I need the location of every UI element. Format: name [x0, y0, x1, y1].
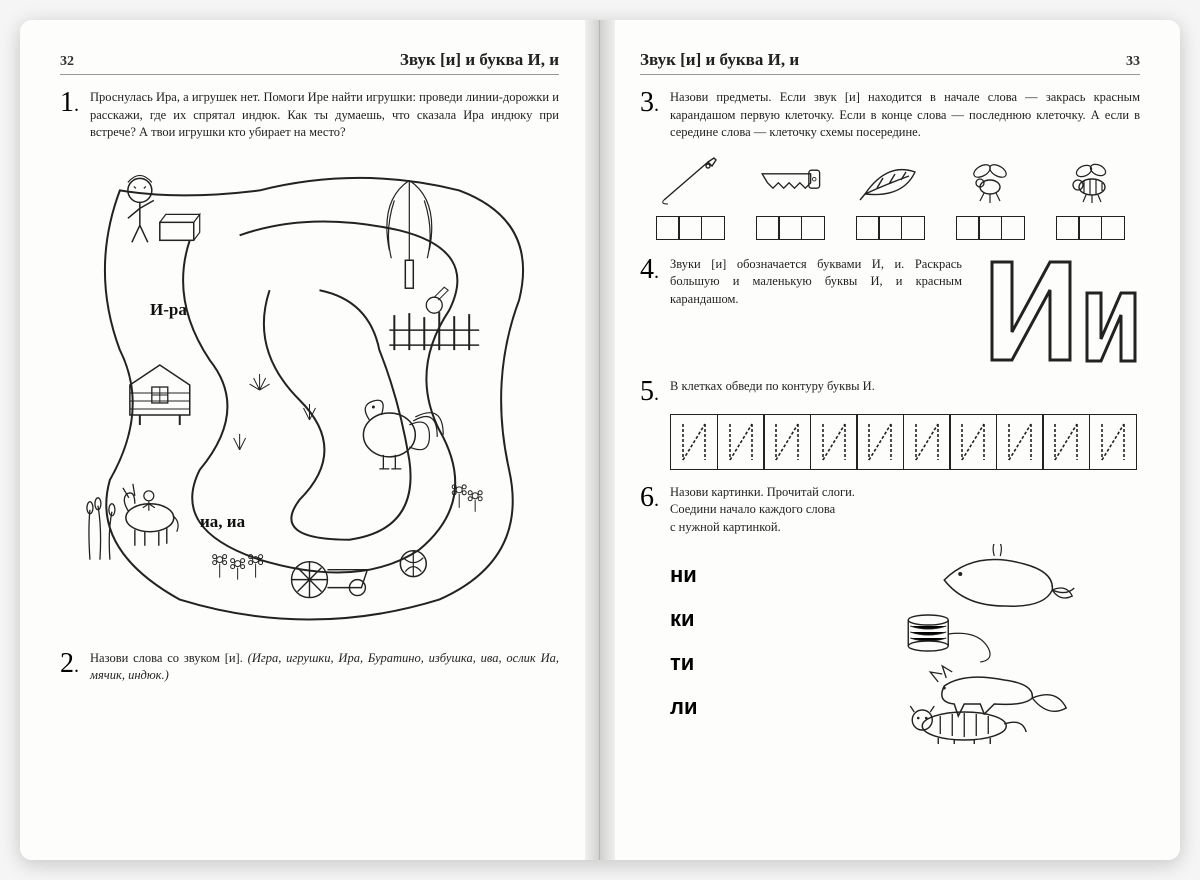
small-letter-i-icon — [1082, 288, 1140, 366]
exercise-3: 3. Назови предметы. Если звук [и] находи… — [640, 89, 1140, 142]
exercise-2: 2. Назови слова со звуком [и]. (Игра, иг… — [60, 650, 559, 685]
exercise-text: Назови слова со звуком [и]. (Игра, игруш… — [90, 650, 559, 685]
bee-icon — [1055, 153, 1125, 209]
donkey-icon — [123, 483, 178, 545]
tiger-icon[interactable] — [910, 706, 1026, 744]
header-left: 32 Звук [и] и буква И, и — [60, 50, 559, 75]
exercise-number: 2. — [60, 650, 82, 678]
maze-label-ia: иа, иа — [200, 512, 245, 532]
girl-icon — [128, 175, 200, 242]
ball-icon — [400, 550, 426, 576]
exercise-text: Звуки [и] обозначается буквами И, и. Рас… — [670, 256, 962, 309]
exercise-number: 5. — [640, 378, 662, 406]
page-left: 32 Звук [и] и буква И, и 1. Проснулась И… — [20, 20, 600, 860]
exercise-1: 1. Проснулась Ира, а игрушек нет. Помоги… — [60, 89, 559, 142]
word-scheme[interactable] — [756, 216, 825, 240]
saw-icon — [755, 153, 825, 209]
match-pictures — [728, 544, 1141, 744]
chapter-title-left: Звук [и] и буква И, и — [74, 50, 559, 70]
book-spread: 32 Звук [и] и буква И, и 1. Проснулась И… — [20, 20, 1180, 860]
needle-icon — [655, 153, 725, 209]
leaf-icon — [855, 153, 925, 209]
fox-icon[interactable] — [930, 666, 1066, 716]
exercise-6-body: ни ки ти ли — [670, 544, 1140, 744]
whale-icon[interactable] — [944, 544, 1074, 606]
word-scheme[interactable] — [856, 216, 925, 240]
word-scheme[interactable] — [956, 216, 1025, 240]
syllable[interactable]: ли — [670, 694, 698, 720]
exercise-number: 3. — [640, 89, 662, 117]
exercise-text: Назови предметы. Если звук [и] находится… — [670, 89, 1140, 142]
big-letter-i-icon — [986, 256, 1076, 366]
exercise-4-wrap: 4. Звуки [и] обозначается буквами И, и. … — [640, 256, 1140, 366]
ex3-boxes — [640, 216, 1140, 240]
page-right: Звук [и] и буква И, и 33 3. Назови предм… — [600, 20, 1180, 860]
maze-illustration: И-ра иа, иа — [60, 150, 559, 640]
letters-to-color[interactable] — [986, 256, 1140, 366]
page-number-left: 32 — [60, 54, 74, 70]
word-scheme[interactable] — [656, 216, 725, 240]
word-scheme[interactable] — [1056, 216, 1125, 240]
ex3-pictures — [640, 150, 1140, 212]
plant-icon — [234, 374, 316, 450]
fly-icon — [955, 153, 1025, 209]
chapter-title-right: Звук [и] и буква И, и — [640, 50, 1126, 70]
trace-letters-row[interactable] — [670, 414, 1140, 470]
syllable[interactable]: ти — [670, 650, 698, 676]
exercise-text: Назови картинки. Прочитай слоги. Соедини… — [670, 484, 855, 537]
exercise-number: 4. — [640, 256, 662, 284]
header-right: Звук [и] и буква И, и 33 — [640, 50, 1140, 75]
syllable-list: ни ки ти ли — [670, 544, 698, 744]
exercise-number: 1. — [60, 89, 82, 117]
syllable[interactable]: ни — [670, 562, 698, 588]
willow-tree-icon — [387, 180, 432, 288]
cart-icon — [292, 561, 368, 597]
exercise-text: Проснулась Ира, а игрушек нет. Помоги Ир… — [90, 89, 559, 142]
flowers-icon — [452, 484, 482, 511]
exercise-text: В клетках обведи по контуру буквы И. — [670, 378, 875, 396]
maze-label-ira: И-ра — [150, 300, 187, 320]
exercise-5: 5. В клетках обведи по контуру буквы И. — [640, 378, 1140, 406]
page-number-right: 33 — [1126, 54, 1140, 70]
exercise-4: 4. Звуки [и] обозначается буквами И, и. … — [640, 256, 962, 309]
hut-icon — [130, 365, 190, 425]
syllable[interactable]: ки — [670, 606, 698, 632]
maze-svg — [60, 150, 559, 640]
exercise-6: 6. Назови картинки. Прочитай слоги. Соед… — [640, 484, 1140, 537]
exercise-number: 6. — [640, 484, 662, 512]
thread-spool-icon[interactable] — [908, 615, 990, 662]
